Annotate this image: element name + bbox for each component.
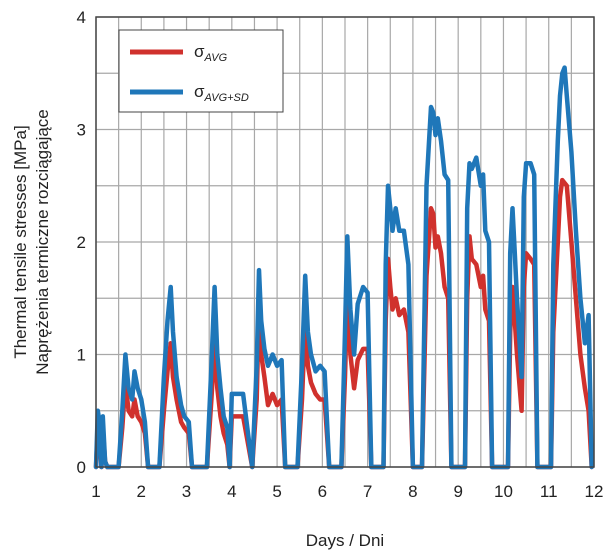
y-tick-label: 4 bbox=[77, 8, 86, 27]
x-tick-label: 1 bbox=[91, 482, 100, 501]
y-axis-label-line-2: Naprężenia termiczne rozciągające bbox=[33, 109, 52, 375]
y-axis-label-line-1: Thermal tensile stresses [MPa] bbox=[11, 125, 30, 358]
legend-label-avg-sd-sub: AVG+SD bbox=[204, 92, 249, 104]
x-tick-label: 8 bbox=[408, 482, 417, 501]
legend-label-avg-sd: σAVG+SD bbox=[194, 82, 249, 104]
x-tick-label: 4 bbox=[227, 482, 236, 501]
y-tick-labels: 0 1 2 3 4 bbox=[77, 8, 86, 477]
y-tick-label: 3 bbox=[77, 121, 86, 140]
legend: σAVG σAVG+SD bbox=[118, 29, 284, 113]
x-tick-label: 10 bbox=[494, 482, 513, 501]
y-tick-label: 0 bbox=[77, 458, 86, 477]
x-tick-label: 11 bbox=[540, 482, 558, 501]
x-tick-labels: 1 2 3 4 5 6 7 8 9 10 11 12 bbox=[91, 482, 603, 501]
y-tick-label: 2 bbox=[77, 233, 86, 252]
x-tick-label: 9 bbox=[453, 482, 462, 501]
legend-label-avg: σAVG bbox=[194, 42, 228, 64]
plot-frame bbox=[95, 16, 595, 468]
legend-box bbox=[118, 29, 284, 113]
series-line-avg-sd bbox=[93, 65, 594, 470]
legend-label-avg-sd-base: σ bbox=[194, 82, 205, 101]
legend-label-avg-base: σ bbox=[194, 42, 205, 61]
y-tick-label: 1 bbox=[77, 346, 86, 365]
x-axis-label: Days / Dni bbox=[306, 531, 384, 550]
y-axis-label: Thermal tensile stresses [MPa] Naprężeni… bbox=[11, 109, 52, 375]
x-tick-label: 7 bbox=[363, 482, 372, 501]
x-tick-label: 2 bbox=[137, 482, 146, 501]
series-line-avg bbox=[93, 177, 594, 470]
series-lines bbox=[93, 65, 594, 470]
x-tick-label: 5 bbox=[272, 482, 281, 501]
x-tick-label: 12 bbox=[585, 482, 604, 501]
x-tick-label: 6 bbox=[318, 482, 327, 501]
legend-label-avg-sub: AVG bbox=[204, 52, 228, 64]
x-tick-label: 3 bbox=[182, 482, 191, 501]
